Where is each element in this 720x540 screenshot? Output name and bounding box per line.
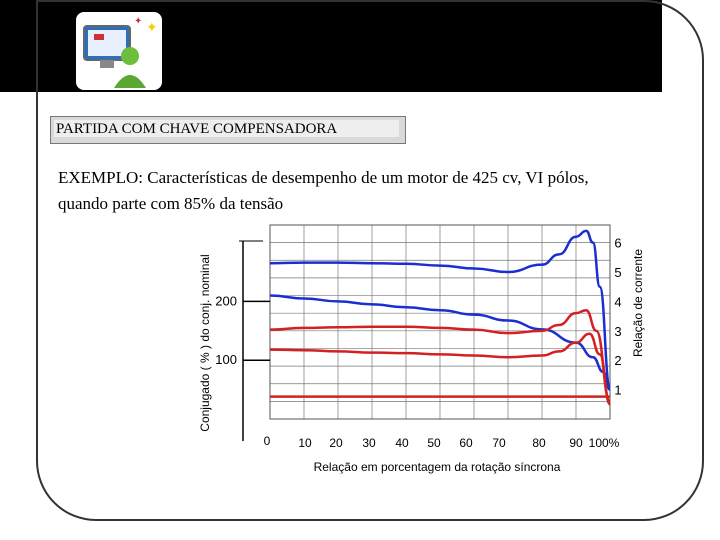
series-line-4 [269,332,612,406]
y-right-tick-label: 1 [614,383,621,398]
x-tick-label: 80 [532,436,546,450]
performance-chart: 100 200 0 10 20 30 40 50 60 70 80 90 100% Relação em … [198,224,645,474]
svg-text:✦: ✦ [146,20,158,36]
y-left-axis-label: Conjugado ( % ) do conj. nominal [198,254,212,431]
svg-text:✦: ✦ [134,16,142,27]
x-tick-label: 20 [329,436,343,450]
series-line-2 [269,294,611,391]
y-left-tick-label: 100 [215,352,237,367]
series-line-1 [269,229,612,388]
x-tick-label: 60 [459,436,473,450]
section-title: PARTIDA COM CHAVE COMPENSADORA [56,121,338,137]
y-right-tick-label: 5 [614,265,621,280]
x-tick-label: 70 [492,436,506,450]
x-tick-label: 90 [569,436,583,450]
example-line-2: quando parte com 85% da tensão [58,194,284,213]
plot-frame [269,224,611,420]
y-right-axis-label: Relação de corrente [631,249,645,357]
x-tick-label: 30 [362,436,376,450]
x-tick-label: 10 [298,436,312,450]
x-axis-label: Relação em porcentagem da rotação síncro… [314,460,561,474]
page-title: ELETROTÉCNICA [211,22,461,54]
x-tick-label: 100% [589,436,620,450]
x-tick-label: 0 [264,434,271,448]
series-line-3 [269,308,612,403]
x-tick-label: 40 [395,436,409,450]
y-right-tick-label: 3 [614,324,621,339]
y-left-tick-label: 200 [215,293,237,308]
x-tick-label: 50 [427,436,441,450]
example-text: EXEMPLO: Características de desempenho d… [58,165,658,217]
y-right-tick-label: 6 [614,236,621,251]
y-right-tick-label: 2 [614,353,621,368]
computer-user-icon: ✦ ✦ [76,12,162,90]
slide-frame [36,0,704,521]
section-box [50,116,406,144]
y-right-tick-label: 4 [614,294,621,309]
header-title-box: ELETROTÉCNICA [0,0,662,92]
example-line-1: EXEMPLO: Características de desempenho d… [58,168,589,187]
